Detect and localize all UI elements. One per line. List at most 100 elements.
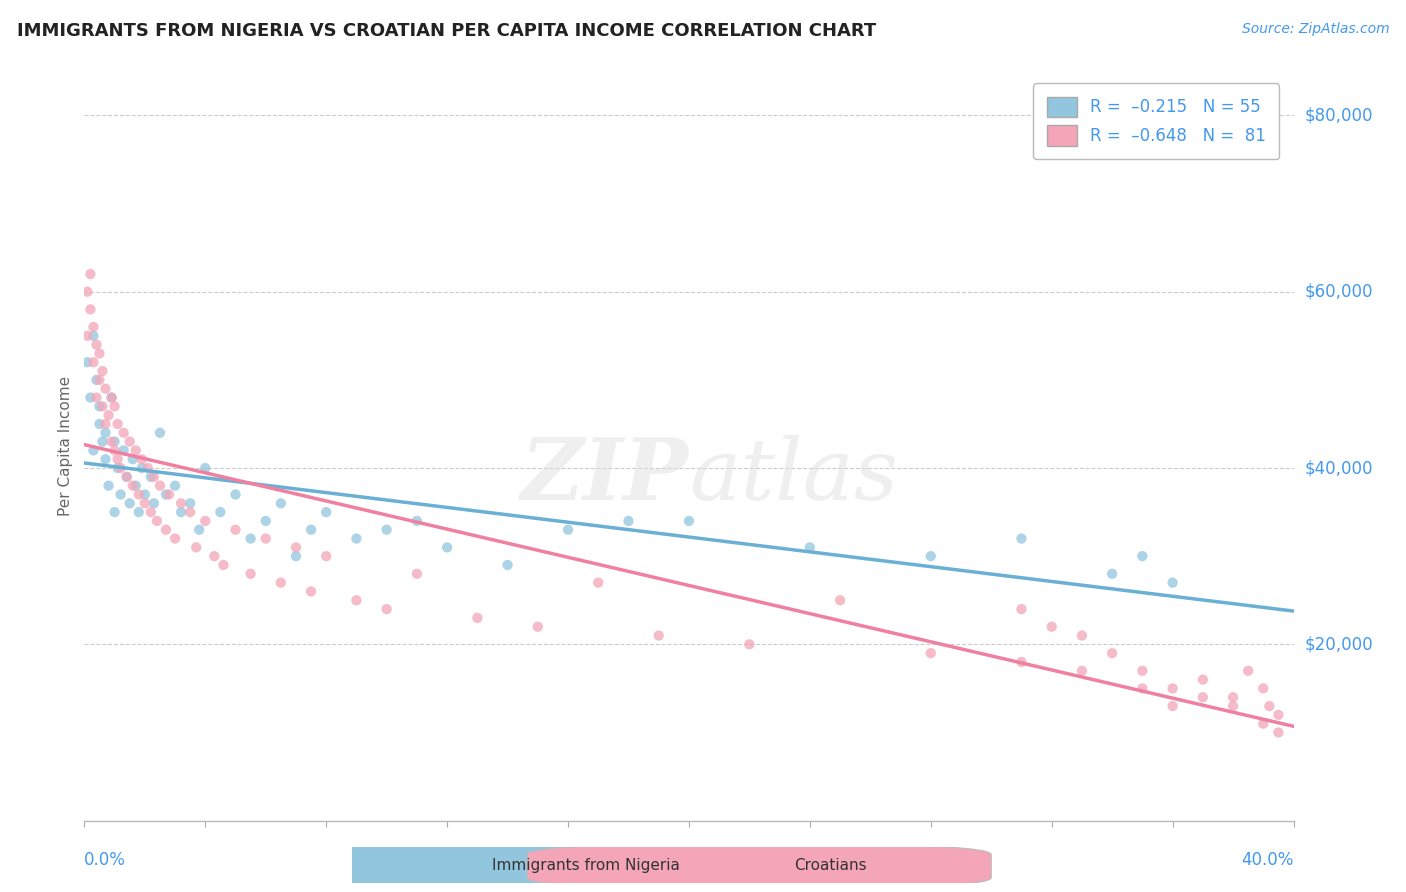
Point <box>496 558 519 572</box>
Point <box>186 541 208 555</box>
Point <box>165 532 187 546</box>
Point <box>128 487 150 501</box>
Point <box>97 408 120 422</box>
Point <box>285 541 308 555</box>
Point <box>79 267 101 281</box>
Point <box>104 434 127 449</box>
Point <box>91 434 114 449</box>
Point <box>118 496 141 510</box>
Point <box>202 549 225 564</box>
Text: $20,000: $20,000 <box>1305 635 1374 653</box>
Point <box>89 417 111 431</box>
Point <box>436 541 458 555</box>
Point <box>557 523 579 537</box>
Point <box>107 452 129 467</box>
Point <box>76 328 98 343</box>
Point <box>149 478 172 492</box>
Point <box>406 514 429 528</box>
Point <box>170 496 193 510</box>
Point <box>97 478 120 492</box>
Point <box>527 620 550 634</box>
Point <box>1040 620 1063 634</box>
Point <box>110 461 132 475</box>
Point <box>76 285 98 299</box>
Point <box>112 443 135 458</box>
Point <box>86 391 108 405</box>
Point <box>406 566 429 581</box>
Point <box>121 478 143 492</box>
Point <box>179 496 201 510</box>
Point <box>1258 699 1281 714</box>
Point <box>91 400 114 414</box>
Text: $80,000: $80,000 <box>1305 106 1374 125</box>
Point <box>194 514 217 528</box>
Point <box>115 470 138 484</box>
Point <box>346 593 368 607</box>
Point <box>270 575 292 590</box>
Point <box>94 417 117 431</box>
Point <box>86 337 108 351</box>
Point <box>1071 628 1094 642</box>
Point <box>1011 532 1033 546</box>
Point <box>1130 549 1153 564</box>
Point <box>299 523 322 537</box>
Point <box>225 487 247 501</box>
Point <box>104 505 127 519</box>
Point <box>136 461 159 475</box>
Point <box>1253 716 1275 731</box>
Point <box>467 611 489 625</box>
Point <box>76 355 98 369</box>
Point <box>1011 655 1033 669</box>
Point <box>139 505 162 519</box>
Point <box>100 434 122 449</box>
Point <box>139 470 162 484</box>
Point <box>104 443 127 458</box>
Point <box>142 496 165 510</box>
Point <box>94 452 117 467</box>
Point <box>118 434 141 449</box>
Point <box>170 505 193 519</box>
Point <box>82 443 104 458</box>
Point <box>648 628 671 642</box>
Point <box>79 302 101 317</box>
Point <box>617 514 640 528</box>
Point <box>86 373 108 387</box>
Point <box>112 425 135 440</box>
Point <box>209 505 232 519</box>
Point <box>254 532 277 546</box>
Point <box>920 549 942 564</box>
Point <box>131 452 153 467</box>
Point <box>94 425 117 440</box>
Text: Croatians: Croatians <box>794 858 868 872</box>
Point <box>299 584 322 599</box>
Legend: R =  –0.215   N = 55, R =  –0.648   N =  81: R = –0.215 N = 55, R = –0.648 N = 81 <box>1033 84 1279 159</box>
Point <box>142 470 165 484</box>
Point <box>155 487 177 501</box>
Point <box>1161 681 1184 696</box>
Point <box>1267 725 1289 739</box>
Point <box>110 487 132 501</box>
Point <box>799 541 821 555</box>
Point <box>1101 566 1123 581</box>
Text: $60,000: $60,000 <box>1305 283 1374 301</box>
Point <box>1237 664 1260 678</box>
Point <box>121 452 143 467</box>
Point <box>89 400 111 414</box>
Point <box>128 505 150 519</box>
Point <box>239 532 262 546</box>
Point <box>270 496 292 510</box>
Point <box>149 425 172 440</box>
FancyBboxPatch shape <box>527 844 991 888</box>
Point <box>1222 699 1244 714</box>
Y-axis label: Per Capita Income: Per Capita Income <box>58 376 73 516</box>
Text: Immigrants from Nigeria: Immigrants from Nigeria <box>492 858 681 872</box>
Point <box>285 549 308 564</box>
Point <box>179 505 201 519</box>
Point <box>82 328 104 343</box>
Point <box>91 364 114 378</box>
Point <box>375 602 398 616</box>
Point <box>315 505 337 519</box>
Point <box>1130 681 1153 696</box>
Point <box>588 575 610 590</box>
Point <box>131 461 153 475</box>
